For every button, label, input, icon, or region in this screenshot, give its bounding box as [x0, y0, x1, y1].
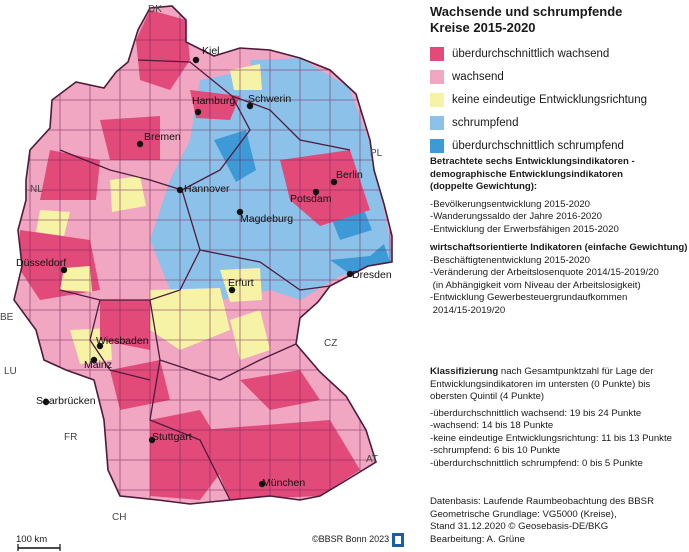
legend-label: überdurchschnittlich wachsend [452, 47, 610, 60]
classification-item: -wachsend: 14 bis 18 Punkte [430, 420, 554, 431]
country-cz: CZ [324, 338, 337, 349]
legend-label: keine eindeutige Entwicklungsrichtung [452, 93, 647, 106]
legend-item: schrumpfend [430, 111, 685, 134]
indicator-econ-item: (in Abhängigkeit vom Niveau der Arbeitsl… [432, 279, 641, 291]
state-borders [59, 59, 351, 501]
indicator-econ-item: -Beschäftigtenentwicklung 2015-2020 [430, 254, 591, 266]
classification-item: -überdurchschnittlich wachsend: 19 bis 2… [430, 407, 642, 419]
country-ch: CH [112, 512, 126, 523]
indicator-heading: Betrachtete sechs Entwicklungsindikatore… [430, 156, 635, 167]
city-dresden: Dresden [352, 269, 392, 281]
city-bremen: Bremen [144, 131, 181, 143]
city-wiesbaden: Wiesbaden [96, 335, 149, 347]
classification-item: -schrumpfend: 6 bis 10 Punkte [430, 445, 561, 456]
source-block: Datenbasis: Laufende Raumbeobachtung des… [430, 496, 688, 546]
city-stuttgart: Stuttgart [152, 431, 192, 443]
indicator-econ-item: 2014/15-2019/20 [432, 304, 506, 316]
classification-item: -keine eindeutige Entwicklungsrichtung: … [430, 432, 672, 444]
country-nl: NL [30, 184, 43, 195]
legend-swatch [430, 138, 444, 153]
indicator-econ-item: -Veränderung der Arbeitslosenquote 2014/… [430, 267, 659, 278]
scale-label: 100 km [16, 534, 48, 545]
indicator-block: Betrachtete sechs Entwicklungsindikatore… [430, 156, 688, 317]
city-labels: Kiel Hamburg Schwerin Bremen Berlin Hann… [16, 45, 392, 489]
legend-swatch [430, 115, 444, 130]
indicator-demo-item: -Entwicklung der Erwerbsfähigen 2015-202… [430, 223, 619, 235]
legend-item: überdurchschnittlich schrumpfend [430, 134, 685, 157]
legend: Wachsende und schrumpfende Kreise 2015-2… [430, 4, 685, 157]
city-muenchen: München [262, 477, 305, 489]
country-lu: LU [4, 366, 17, 377]
scale-bar [17, 544, 61, 551]
city-duesseldorf: Düsseldorf [16, 257, 66, 269]
city-kiel: Kiel [202, 45, 220, 57]
country-be: BE [0, 312, 14, 323]
classification-item: -überdurchschnittlich schrumpfend: 0 bis… [430, 457, 643, 469]
city-erfurt: Erfurt [228, 277, 254, 289]
legend-label: überdurchschnittlich schrumpfend [452, 139, 624, 152]
legend-title-line2: Kreise 2015-2020 [430, 20, 536, 35]
indicator-heading-3: (doppelte Gewichtung): [430, 181, 538, 192]
indicator-heading-2: demographische Entwicklungsindikatoren [430, 168, 623, 180]
classification-intro: Klassifizierung nach Gesamtpunktzahl für… [430, 366, 654, 377]
source-line: Geometrische Grundlage: VG5000 (Kreise), [430, 508, 617, 520]
source-line: Bearbeitung: A. Grüne [430, 533, 525, 545]
country-dk: DK [148, 4, 162, 15]
germany-outline [13, 5, 393, 505]
country-at: AT [366, 454, 378, 465]
legend-item: keine eindeutige Entwicklungsrichtung [430, 88, 685, 111]
legend-swatch [430, 46, 444, 61]
classification-block: Klassifizierung nach Gesamtpunktzahl für… [430, 366, 688, 470]
city-schwerin: Schwerin [248, 93, 291, 105]
city-saarbruecken: Saarbrücken [36, 395, 96, 407]
legend-label: schrumpfend [452, 116, 519, 129]
city-potsdam: Potsdam [290, 193, 332, 205]
country-fr: FR [64, 432, 77, 443]
bbsr-logo [392, 533, 404, 547]
copyright-credit: ©BBSR Bonn 2023 [312, 534, 390, 544]
indicator-demo-item: -Wanderungssaldo der Jahre 2016-2020 [430, 211, 602, 222]
indicator-econ-heading: wirtschaftsorientierte Indikatoren (einf… [430, 242, 688, 253]
legend-label: wachsend [452, 70, 504, 83]
legend-item: überdurchschnittlich wachsend [430, 42, 685, 65]
legend-swatch [430, 92, 444, 107]
legend-swatch [430, 69, 444, 84]
source-line: Stand 31.12.2020 © Geosebasis-DE/BKG [430, 521, 609, 532]
city-hamburg: Hamburg [192, 95, 235, 107]
indicator-demo-item: -Bevölkerungsentwicklung 2015-2020 [430, 198, 591, 210]
legend-title-line1: Wachsende und schrumpfende [430, 4, 623, 19]
city-hannover: Hannover [184, 183, 230, 195]
classification-intro-2: Entwicklungsindikatoren im untersten (0 … [430, 378, 651, 390]
city-berlin: Berlin [336, 169, 363, 181]
city-mainz: Mainz [84, 359, 112, 371]
indicator-econ-item: -Entwicklung Gewerbesteuergrundaufkommen [430, 292, 628, 303]
country-pl: PL [370, 148, 383, 159]
city-magdeburg: Magdeburg [240, 213, 293, 225]
country-labels: DK PL NL BE LU FR CZ AT CH [0, 4, 383, 523]
classification-intro-3: obersten Quintil (4 Punkte) [430, 391, 545, 402]
legend-item: wachsend [430, 65, 685, 88]
source-line: Datenbasis: Laufende Raumbeobachtung des… [430, 496, 655, 507]
